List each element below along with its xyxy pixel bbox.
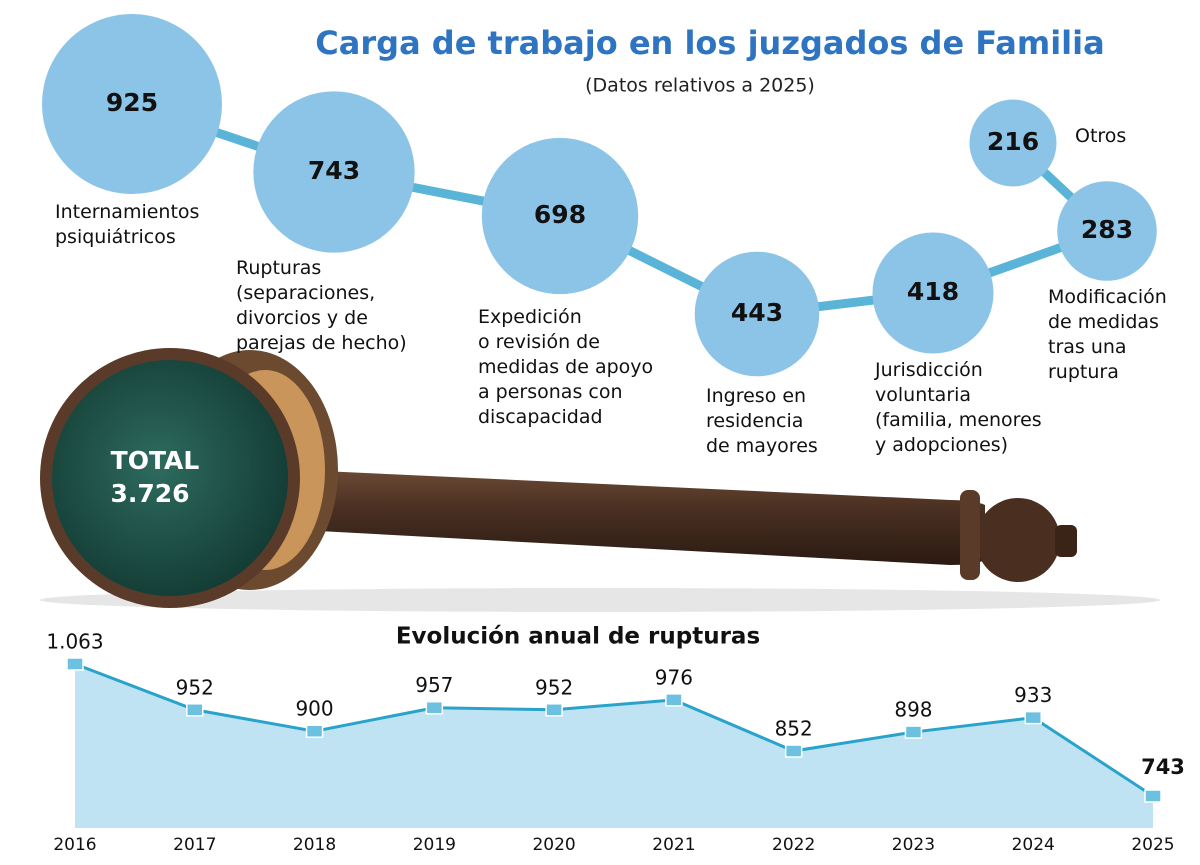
x-tick-label: 2024: [1012, 835, 1055, 855]
x-tick-label: 2018: [293, 835, 336, 855]
bubble: [42, 14, 222, 194]
bubble: [253, 91, 415, 253]
bubble-value: 418: [907, 277, 959, 306]
x-tick-label: 2021: [652, 835, 695, 855]
value-label: 957: [415, 673, 453, 697]
bubble-label: Expedición o revisión de medidas de apoy…: [478, 306, 654, 428]
point: [665, 693, 683, 707]
value-label: 900: [295, 697, 333, 721]
x-tick-label: 2020: [532, 835, 575, 855]
line: [74, 662, 1154, 798]
point: [784, 744, 803, 758]
value-label: 852: [775, 717, 813, 741]
bubble: [872, 232, 994, 354]
bubble: [969, 99, 1057, 187]
point: [425, 700, 444, 715]
bubble-value: 925: [106, 88, 158, 117]
value-label: 743: [1141, 755, 1185, 779]
value-label: 976: [655, 665, 693, 689]
bubble-value: 743: [308, 156, 360, 185]
point: [305, 724, 324, 738]
x-tick-label: 2025: [1131, 835, 1174, 855]
point: [186, 703, 204, 717]
value-label: 952: [176, 675, 214, 699]
value-label: 898: [894, 698, 932, 722]
point: [1024, 710, 1042, 725]
bubble-value: 698: [534, 200, 586, 229]
point: [545, 703, 563, 717]
area-title: Evolución anual de rupturas: [396, 624, 760, 650]
chart-subtitle: (Datos relativos a 2025): [585, 75, 815, 97]
bubble-label: Rupturas (separaciones, divorcios y de p…: [236, 257, 407, 354]
x-tick-label: 2019: [413, 835, 456, 855]
total-title: TOTAL: [111, 446, 200, 475]
bubble: [694, 251, 820, 377]
value-label: 1.063: [46, 630, 103, 654]
area: [75, 664, 1153, 828]
bubble-value: 283: [1081, 215, 1133, 244]
point: [904, 725, 923, 739]
chart-title: Carga de trabajo en los juzgados de Fami…: [315, 24, 1104, 62]
point: [66, 657, 84, 671]
x-tick-label: 2017: [173, 835, 216, 855]
bubble: [1057, 181, 1157, 281]
value-label: 933: [1014, 683, 1052, 707]
x-tick-label: 2022: [772, 835, 815, 855]
bubble-label: Modificación de medidas tras una ruptura: [1048, 286, 1167, 383]
point: [1144, 789, 1162, 803]
bubble-value: 443: [731, 298, 783, 327]
x-tick-label: 2016: [53, 835, 96, 855]
bubble-value: 216: [987, 127, 1039, 156]
total-value: 3.726: [110, 479, 189, 508]
bubble-label: Internamientos psiquiátricos: [55, 201, 200, 248]
bubble-label: Jurisdicción voluntaria (familia, menore…: [875, 359, 1042, 456]
gavel: [40, 348, 1160, 612]
bubble-label: Ingreso en residencia de mayores: [706, 385, 818, 457]
value-label: 952: [535, 675, 573, 699]
bubble: [481, 137, 639, 295]
bubble-label: Otros: [1075, 125, 1127, 147]
x-tick-label: 2023: [892, 835, 935, 855]
